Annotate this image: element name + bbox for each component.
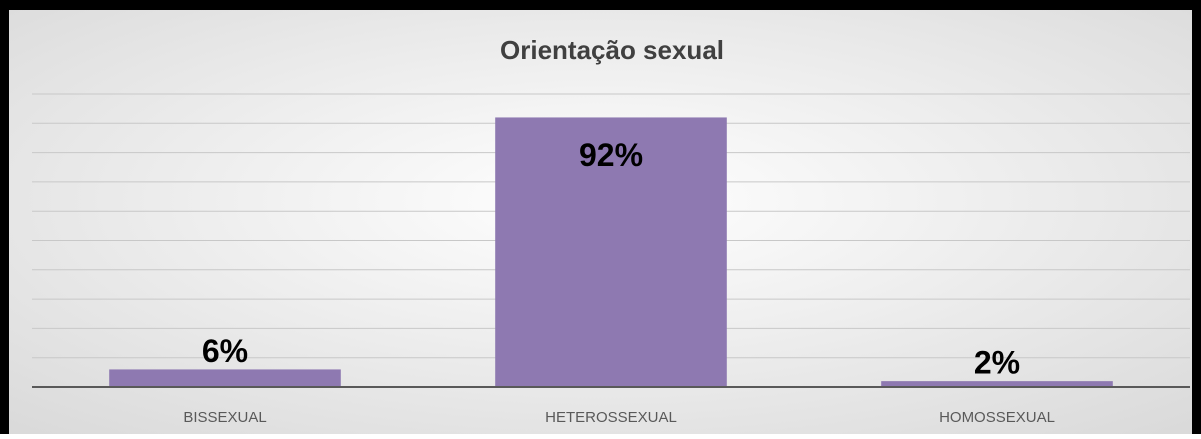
data-label: 6% [202,333,248,369]
x-tick-label: HOMOSSEXUAL [939,409,1055,426]
bar [881,381,1113,387]
bar [495,117,727,387]
bar [109,369,341,387]
x-tick-label: HETEROSSEXUAL [545,409,677,426]
x-tick-label: BISSEXUAL [183,409,266,426]
data-label: 2% [974,345,1020,381]
chart-title: Orientação sexual [500,35,724,65]
data-label: 92% [579,137,643,173]
